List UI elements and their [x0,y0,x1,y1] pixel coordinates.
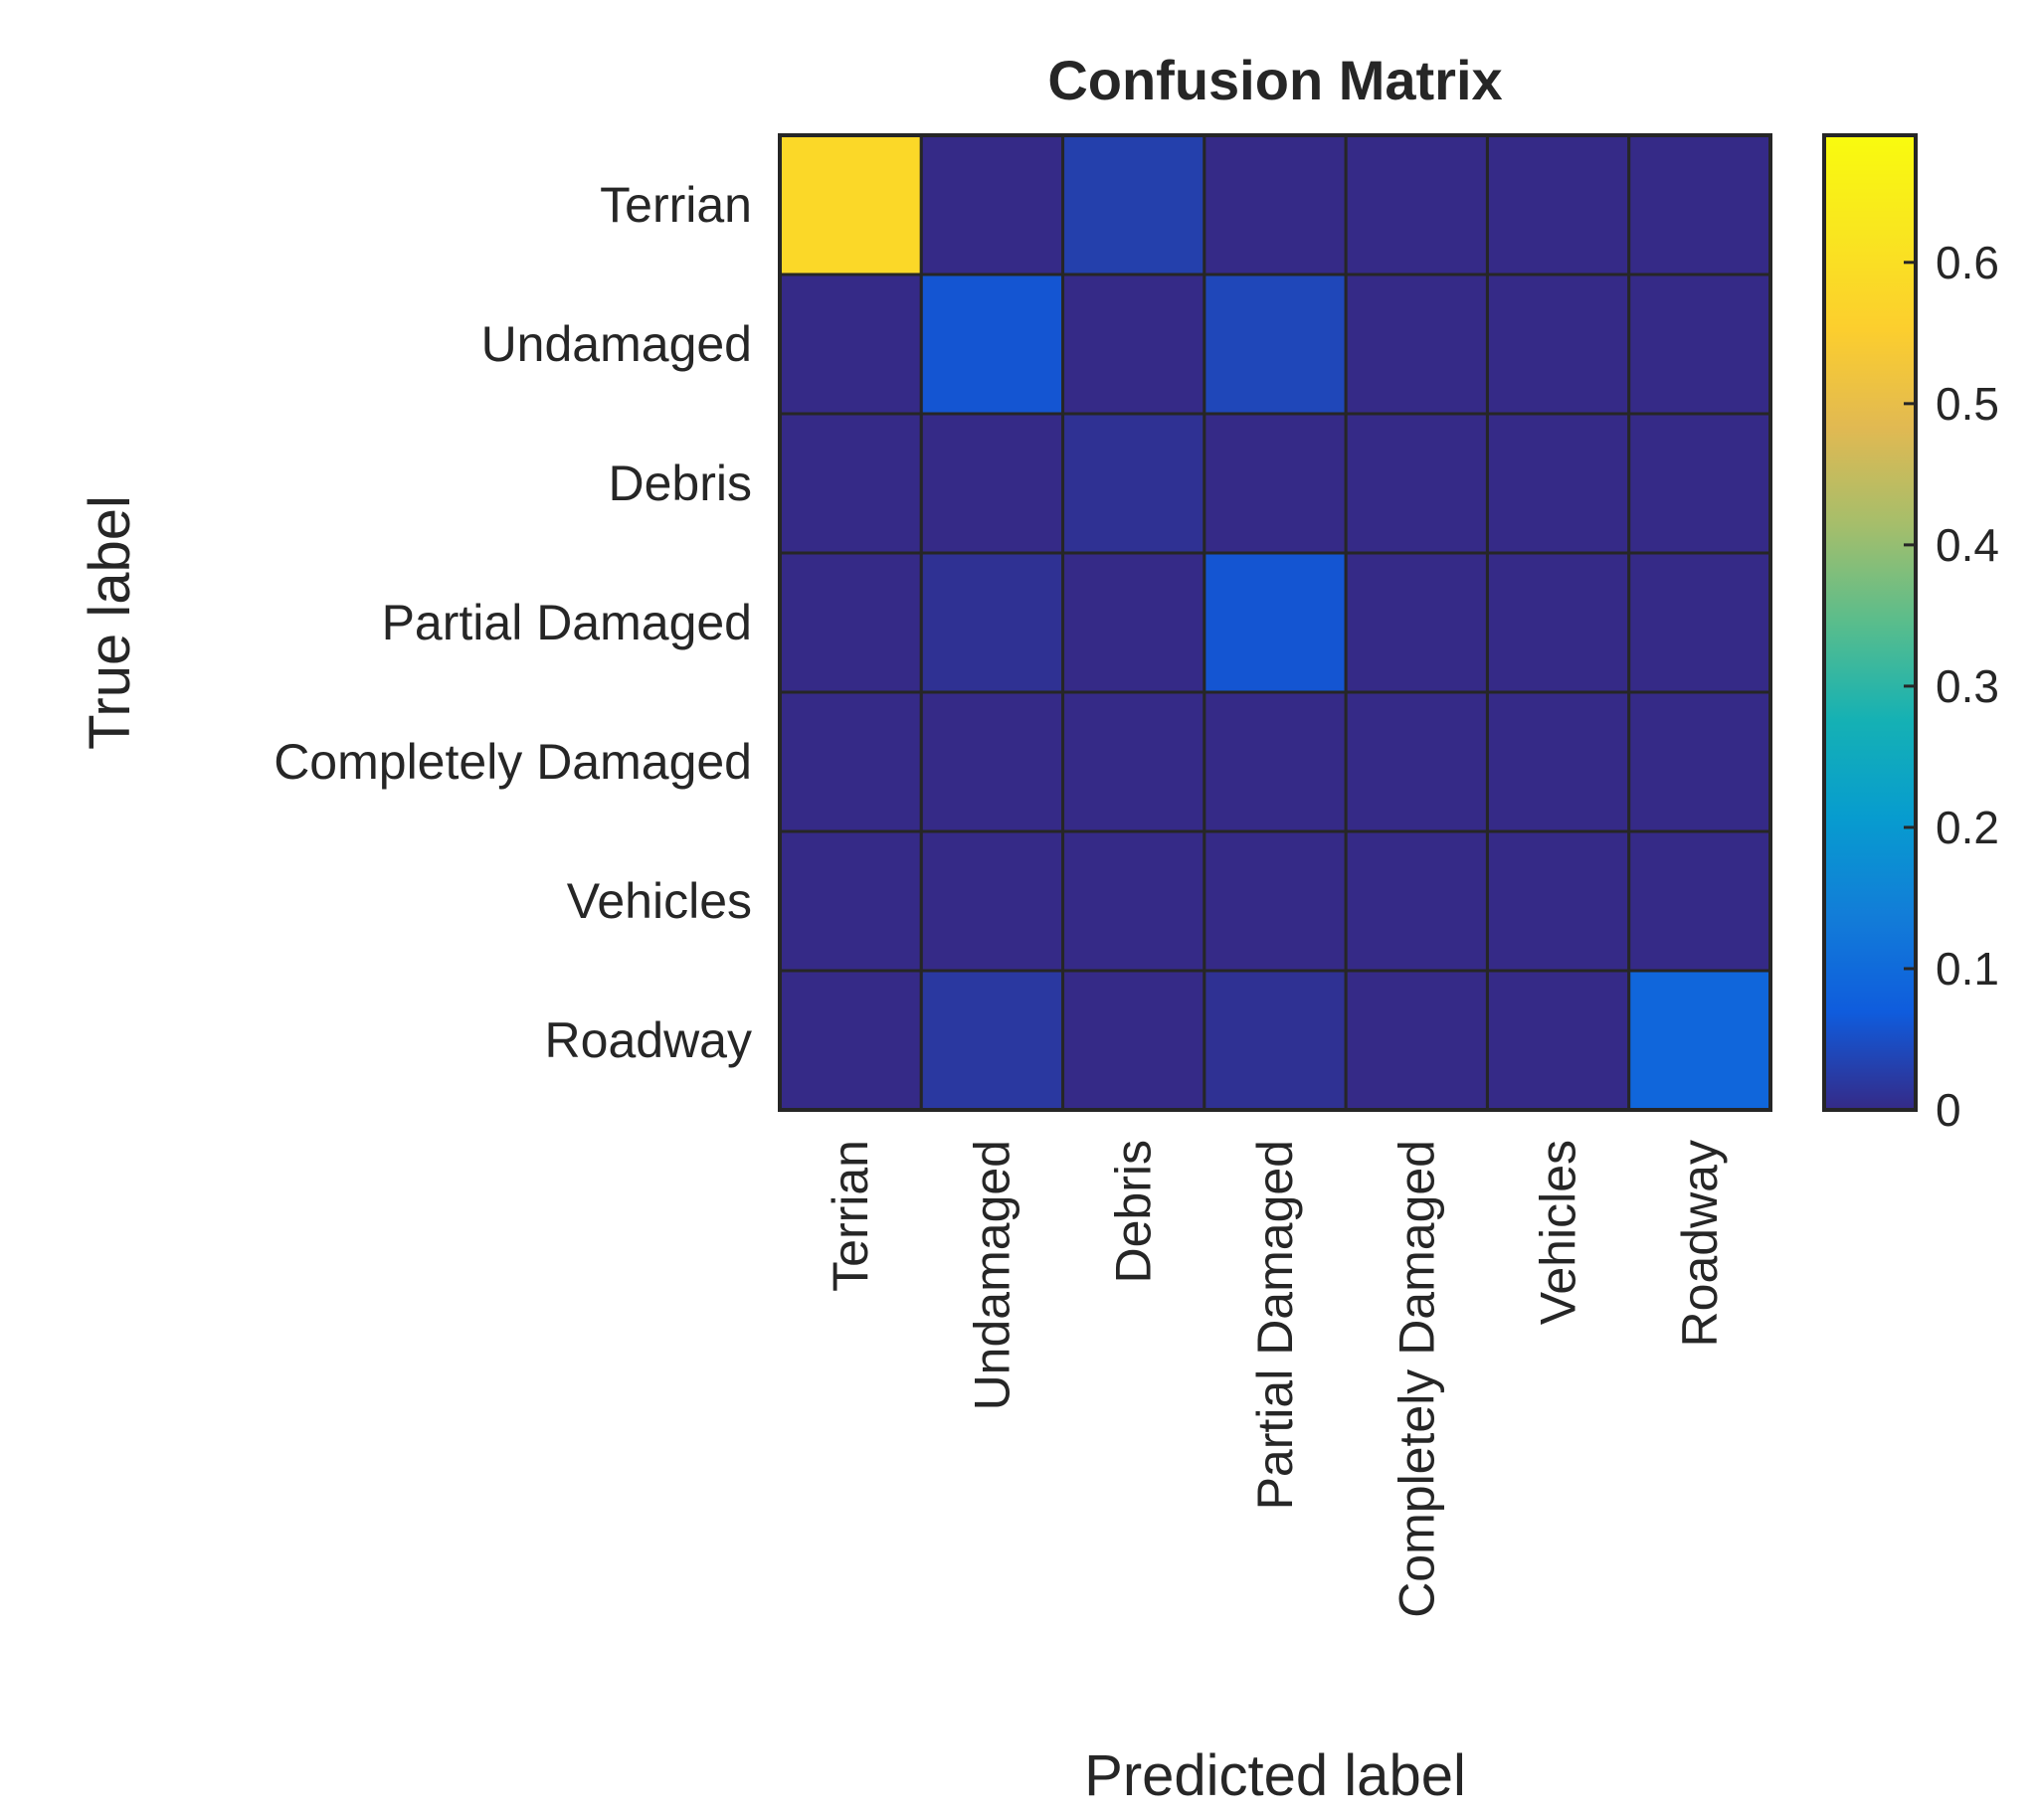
heatmap-cell [1203,829,1348,973]
heatmap-cell [1485,551,1631,694]
x-tick-label: Terrian [823,1140,878,1292]
x-tick-label: Completely Damaged [1389,1140,1444,1618]
heatmap-cell [1203,551,1348,694]
heatmap-cell [1485,829,1631,973]
x-tick-label: Undamaged [964,1140,1020,1410]
colorbar-tick-label: 0.3 [1936,660,1999,712]
heatmap-cell [1627,690,1772,833]
heatmap-cell [1627,412,1772,555]
heatmap-cell [1061,690,1206,833]
colorbar-tick-label: 0.2 [1936,802,1999,853]
x-axis-label: Predicted label [1084,1743,1466,1808]
heatmap-cells [778,133,1772,1112]
y-tick-label: Vehicles [567,873,752,929]
colorbar-tick-label: 0 [1936,1084,1961,1136]
y-tick-label: Partial Damaged [382,595,752,650]
x-tick-label: Partial Damaged [1247,1140,1303,1510]
heatmap-cell [1061,273,1206,416]
y-tick-label: Debris [609,455,752,511]
heatmap-cell [919,133,1065,276]
heatmap-cell [1485,969,1631,1112]
colorbar-tick-label: 0.5 [1936,378,1999,430]
heatmap-cell [919,551,1065,694]
heatmap-cell [1203,690,1348,833]
heatmap-cell [1203,969,1348,1112]
heatmap-cell [919,412,1065,555]
x-tick-label: Debris [1106,1140,1162,1283]
colorbar-tick-label: 0.4 [1936,519,1999,571]
y-axis-label: True label [78,495,142,750]
x-tick-label: Roadway [1672,1140,1728,1347]
heatmap-cell [1344,273,1489,416]
heatmap-cell [1061,551,1206,694]
heatmap-cell [1485,412,1631,555]
heatmap-cell [778,551,923,694]
colorbar-tick-label: 0.6 [1936,237,1999,288]
heatmap-cell [1344,829,1489,973]
heatmap-cell [1485,273,1631,416]
heatmap-cell [1203,133,1348,276]
heatmap-cell [778,829,923,973]
y-tick-label: Roadway [545,1012,752,1068]
heatmap-cell [778,412,923,555]
heatmap-cell [1344,412,1489,555]
heatmap-cell [778,690,923,833]
colorbar [1822,133,1918,1112]
heatmap-cell [919,690,1065,833]
plot-frame [778,133,1772,1112]
y-tick-label: Undamaged [481,316,752,372]
heatmap-cell [1344,690,1489,833]
heatmap-cell [1203,273,1348,416]
colorbar-tick-label: 0.1 [1936,943,1999,995]
heatmap-cell [1627,273,1772,416]
heatmap-cell [778,133,923,276]
y-tick-label: Completely Damaged [274,734,752,790]
heatmap-cell [1627,969,1772,1112]
x-tick-labels: Terrian Undamaged Debris Partial Damaged Com… [823,1140,1728,1618]
heatmap-cell [1061,133,1206,276]
heatmap-cell [1344,133,1489,276]
heatmap-cell [1061,412,1206,555]
heatmap-cell [778,273,923,416]
heatmap-cell [1203,412,1348,555]
heatmap-cell [1344,969,1489,1112]
heatmap-cell [1627,133,1772,276]
heatmap-cell [1344,551,1489,694]
chart-title: Confusion Matrix [1047,49,1502,111]
heatmap-cell [1061,829,1206,973]
heatmap-cell [919,969,1065,1112]
heatmap-cell [1061,969,1206,1112]
heatmap-cell [1627,829,1772,973]
heatmap-cell [919,829,1065,973]
x-tick-label: Vehicles [1531,1140,1586,1325]
y-tick-label: Terrian [600,177,752,233]
heatmap-cell [1485,133,1631,276]
heatmap-cell [919,273,1065,416]
heatmap-cell [778,969,923,1112]
heatmap-cell [1485,690,1631,833]
colorbar-ticks: 0 0.1 0.2 0.3 0.4 0.5 0.6 [1904,237,1999,1136]
y-tick-labels: Terrian Undamaged Debris Partial Damaged Com… [274,177,752,1068]
heatmap-cell [1627,551,1772,694]
